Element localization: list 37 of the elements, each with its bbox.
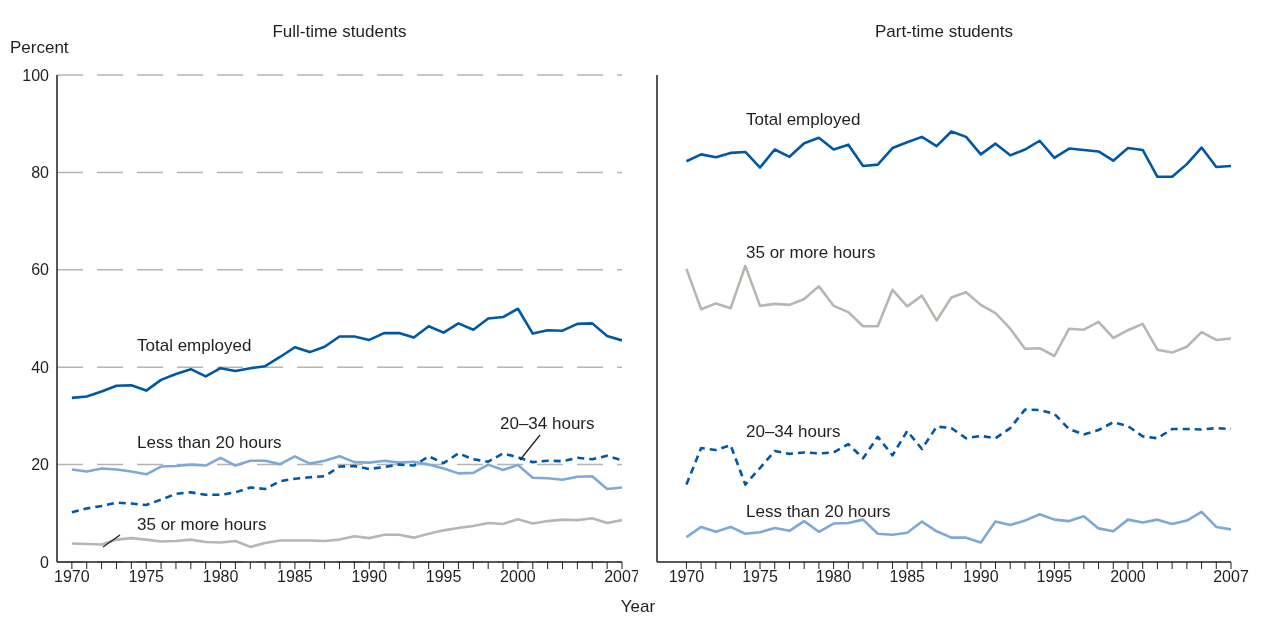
x-tick-label: 1995 [425, 568, 462, 586]
y-tick-label: 20 [31, 456, 50, 474]
chart-title: Part-time students [874, 22, 1014, 42]
x-tick-label: 2000 [500, 568, 536, 586]
y-tick-label: 0 [40, 553, 50, 571]
y-axis-title: Percent [10, 38, 69, 58]
series-label: 35 or more hours [746, 243, 876, 263]
y-tick-label: 80 [31, 164, 50, 182]
y-tick-label: 60 [31, 261, 50, 279]
series-label: Less than 20 hours [746, 502, 891, 522]
line-series [70, 307, 622, 400]
x-tick-label: 1970 [668, 568, 705, 586]
y-tick-label: 40 [31, 358, 50, 376]
line-series [70, 452, 622, 514]
x-tick-label: 1985 [277, 568, 313, 586]
series-label: Total employed [746, 110, 861, 130]
x-tick-label: 1980 [202, 568, 239, 586]
x-tick-label: 1970 [54, 568, 90, 586]
x-tick-label: 2007 [1213, 568, 1249, 586]
x-tick-label: 1975 [128, 568, 165, 586]
x-tick-label: 1985 [889, 568, 926, 586]
x-tick-label: 1995 [1036, 568, 1073, 586]
series-label: Less than 20 hours [137, 433, 282, 453]
x-tick-label: 2000 [1110, 568, 1146, 586]
series-label: Total employed [137, 336, 252, 356]
series-label: 20–34 hours [746, 422, 841, 442]
x-tick-label: 1980 [815, 568, 852, 586]
x-tick-label: 1990 [351, 568, 388, 586]
chart-title: Full-time students [272, 22, 407, 41]
x-axis-title: Year [619, 597, 657, 617]
series-label: 20–34 hours [500, 414, 595, 434]
y-tick-label: 100 [22, 66, 50, 84]
series-label: 35 or more hours [137, 515, 267, 535]
line-series [70, 516, 622, 549]
line-series [70, 455, 622, 491]
x-tick-label: 1975 [742, 568, 778, 586]
x-tick-label: 1990 [963, 568, 999, 586]
